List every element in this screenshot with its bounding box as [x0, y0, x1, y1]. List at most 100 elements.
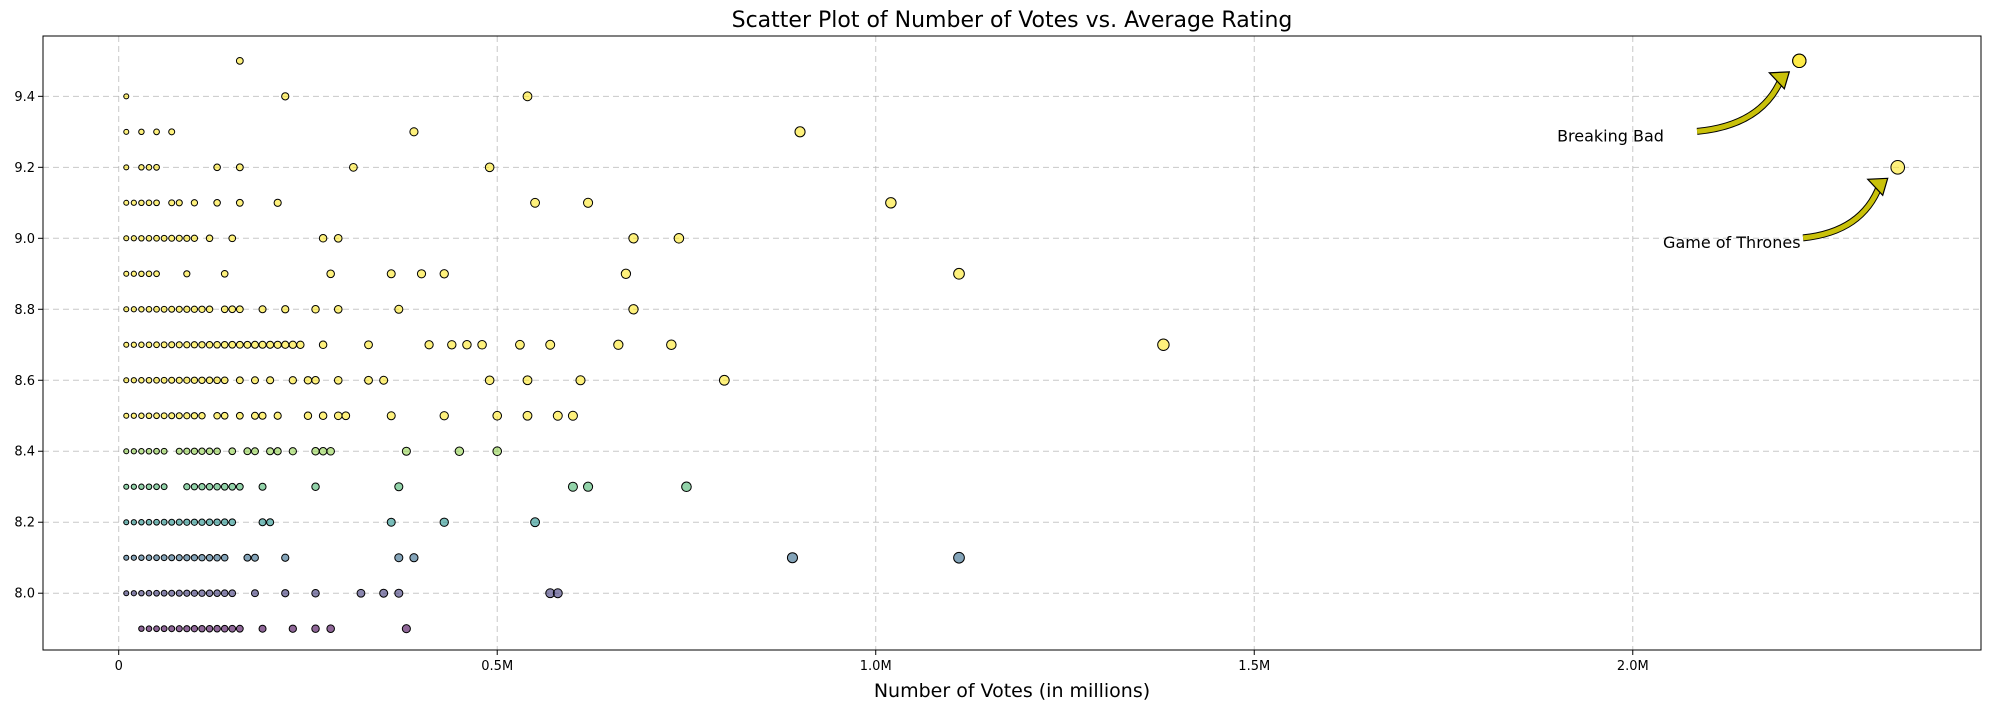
- data-point: [522, 91, 533, 102]
- data-point: [138, 377, 145, 384]
- data-point: [213, 553, 221, 562]
- data-point: [311, 447, 320, 456]
- data-point: [228, 234, 237, 243]
- data-point: [303, 376, 313, 385]
- data-point: [160, 554, 168, 562]
- data-point: [258, 305, 267, 314]
- data-point: [613, 339, 624, 350]
- data-point: [220, 518, 229, 527]
- data-point: [213, 482, 221, 491]
- data-point: [522, 410, 533, 421]
- data-point: [582, 197, 594, 208]
- data-point: [160, 483, 168, 491]
- data-point: [333, 233, 343, 243]
- data-point: [311, 482, 320, 491]
- data-point: [416, 269, 427, 279]
- data-point: [250, 553, 259, 562]
- data-point: [123, 164, 130, 171]
- data-point: [123, 128, 130, 135]
- data-point: [205, 518, 214, 526]
- data-point: [153, 341, 160, 349]
- data-point: [258, 482, 267, 491]
- data-point: [349, 162, 358, 172]
- annotation-arrow: [1802, 184, 1883, 241]
- data-points: [123, 53, 1906, 634]
- data-point: [311, 588, 320, 598]
- data-point: [364, 375, 373, 385]
- data-point: [1157, 338, 1170, 351]
- data-point: [123, 448, 130, 455]
- data-point: [160, 412, 168, 420]
- data-point: [492, 446, 503, 457]
- data-point: [190, 447, 199, 455]
- data-point: [175, 305, 183, 313]
- data-point: [409, 127, 419, 137]
- data-point: [123, 377, 130, 384]
- data-point: [153, 518, 160, 526]
- data-point: [145, 235, 153, 242]
- data-point: [394, 588, 404, 598]
- data-point: [885, 197, 897, 209]
- data-point: [379, 588, 389, 598]
- data-point: [439, 411, 449, 421]
- data-point: [190, 341, 199, 349]
- data-point: [183, 447, 191, 455]
- data-point: [786, 552, 798, 564]
- data-point: [198, 518, 206, 526]
- data-point: [205, 447, 214, 455]
- data-point: [303, 411, 313, 420]
- data-point: [130, 270, 137, 277]
- data-point: [575, 375, 586, 386]
- data-point: [175, 412, 183, 420]
- data-point: [145, 518, 153, 526]
- data-point: [318, 340, 328, 350]
- data-point: [168, 554, 176, 562]
- data-point: [394, 304, 404, 314]
- data-point: [130, 483, 137, 490]
- data-point: [258, 518, 267, 527]
- data-point: [190, 483, 199, 491]
- data-point: [235, 411, 244, 420]
- data-point: [228, 518, 237, 527]
- y-tick-label: 9.2: [14, 161, 35, 176]
- data-point: [153, 625, 160, 633]
- data-point: [175, 234, 183, 242]
- data-point: [190, 589, 199, 597]
- data-point: [341, 411, 351, 421]
- data-point: [153, 412, 160, 420]
- data-point: [198, 447, 206, 455]
- highlighted-point: [1890, 160, 1906, 175]
- data-point: [666, 339, 677, 351]
- data-point: [530, 517, 540, 528]
- data-point: [183, 589, 191, 597]
- data-point: [439, 517, 449, 527]
- data-point: [552, 410, 563, 421]
- data-point: [130, 235, 137, 242]
- annotation-arrow: [1696, 77, 1784, 134]
- plot-frame: [42, 35, 1982, 651]
- data-point: [183, 625, 191, 633]
- data-point: [213, 199, 221, 207]
- data-point: [333, 375, 343, 385]
- data-point: [281, 589, 290, 598]
- data-point: [273, 447, 282, 456]
- data-point: [250, 376, 259, 385]
- data-point: [168, 412, 176, 420]
- data-point: [168, 518, 176, 526]
- data-point: [138, 128, 145, 136]
- data-point: [168, 376, 176, 384]
- data-point: [153, 199, 160, 207]
- data-point: [258, 411, 267, 420]
- x-tick-label: 0.5M: [481, 659, 513, 674]
- data-point: [318, 411, 328, 421]
- annotations: Breaking Bad Game of Thrones: [1557, 71, 1889, 252]
- data-point: [130, 590, 137, 597]
- data-point: [198, 483, 206, 491]
- x-tick-label: 2.0M: [1617, 659, 1649, 674]
- x-tick-label: 1.5M: [1238, 659, 1270, 674]
- chart-title: Scatter Plot of Number of Votes vs. Aver…: [732, 8, 1293, 33]
- x-tick-label: 1.0M: [860, 659, 892, 674]
- data-point: [183, 518, 191, 526]
- data-point: [153, 483, 160, 491]
- data-point: [183, 234, 191, 242]
